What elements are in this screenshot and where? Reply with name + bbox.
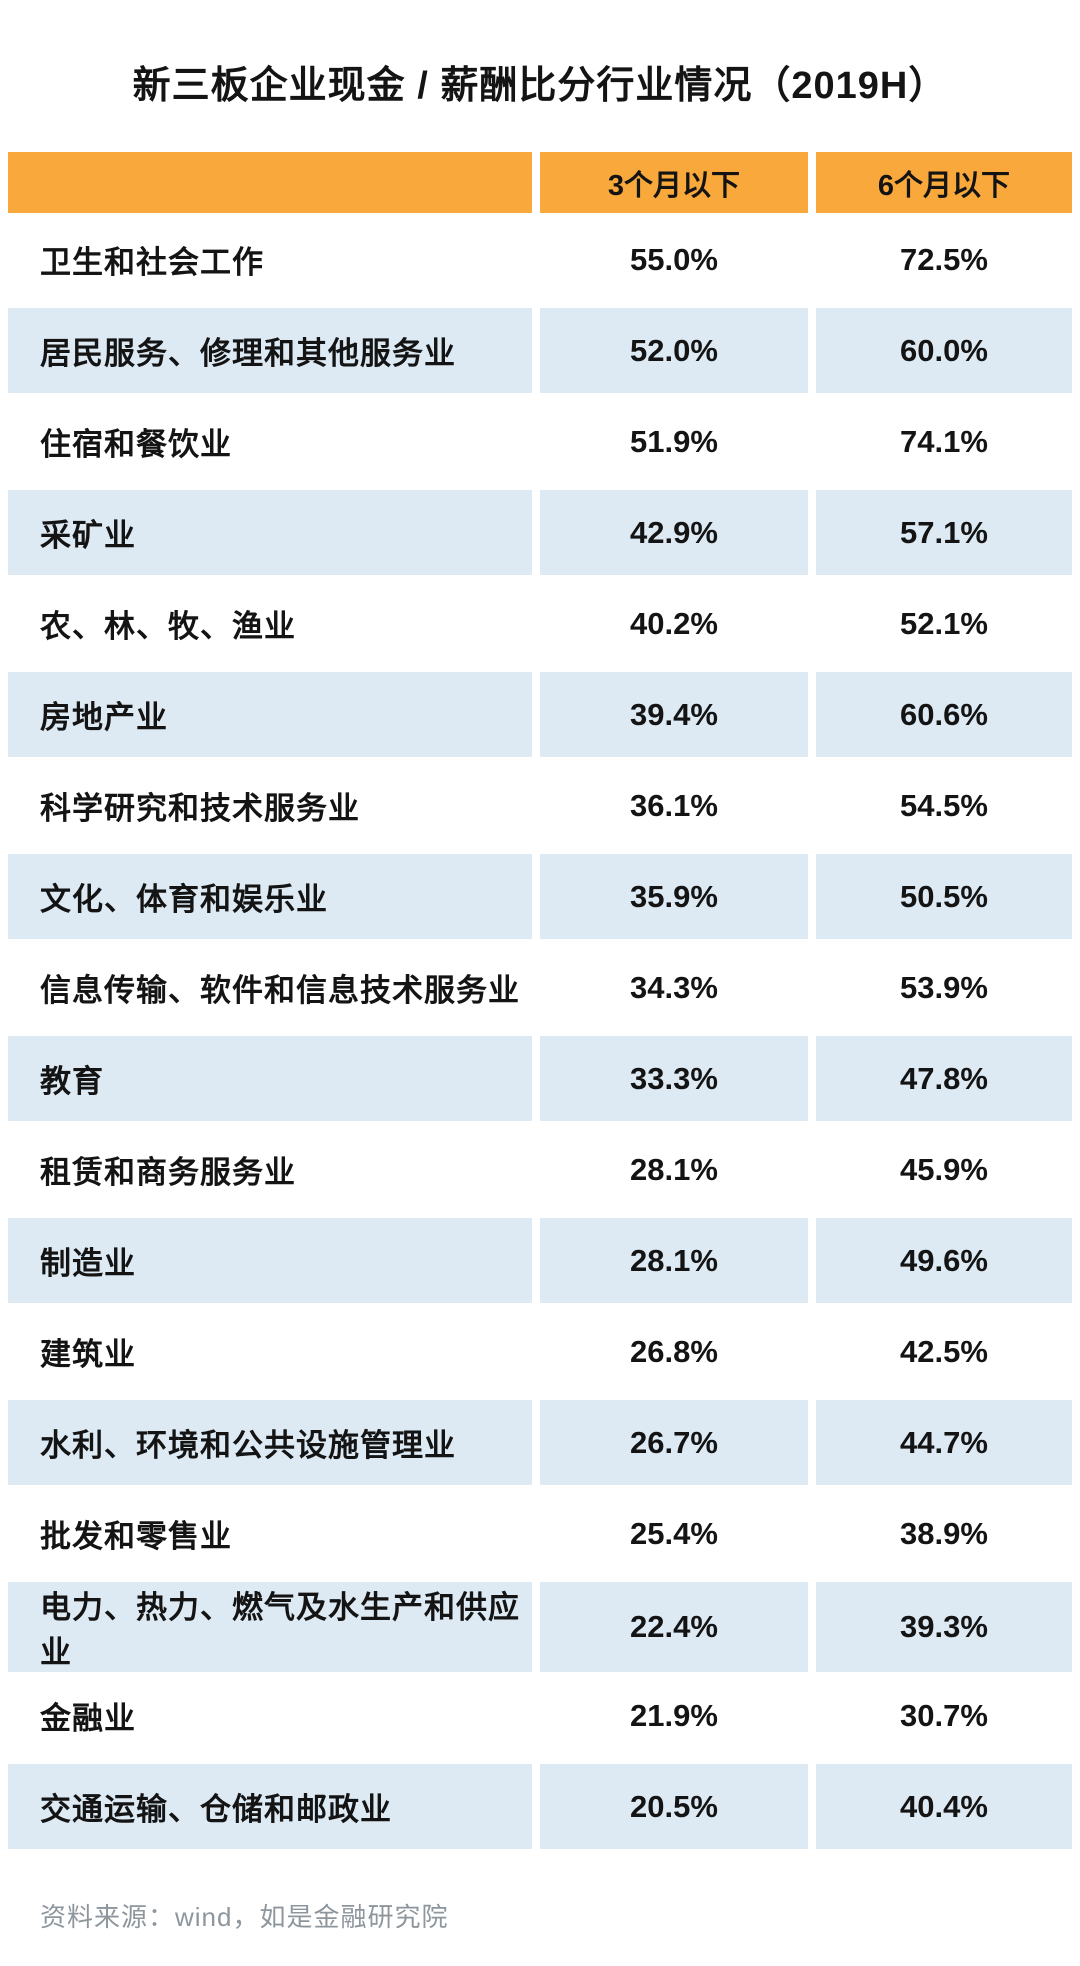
industry-name: 房地产业 xyxy=(8,672,532,757)
table-row: 文化、体育和娱乐业 35.9% 50.5% xyxy=(8,854,1072,939)
value-under-3-months: 33.3% xyxy=(540,1036,808,1121)
value-under-3-months: 28.1% xyxy=(540,1218,808,1303)
data-source-note: 资料来源：wind，如是金融研究院 xyxy=(40,1902,449,1932)
table-row: 水利、环境和公共设施管理业 26.7% 44.7% xyxy=(8,1400,1072,1485)
table-row: 制造业 28.1% 49.6% xyxy=(8,1218,1072,1303)
value-under-3-months: 40.2% xyxy=(540,581,808,666)
page-title: 新三板企业现金 / 薪酬比分行业情况（2019H） xyxy=(132,65,948,107)
table-row: 住宿和餐饮业 51.9% 74.1% xyxy=(8,399,1072,484)
value-under-6-months: 52.1% xyxy=(816,581,1072,666)
value-under-6-months: 57.1% xyxy=(816,490,1072,575)
value-under-3-months: 35.9% xyxy=(540,854,808,939)
value-under-6-months: 74.1% xyxy=(816,399,1072,484)
value-under-6-months: 45.9% xyxy=(816,1127,1072,1212)
value-under-6-months: 47.8% xyxy=(816,1036,1072,1121)
industry-name: 居民服务、修理和其他服务业 xyxy=(8,308,532,393)
table-row: 信息传输、软件和信息技术服务业 34.3% 53.9% xyxy=(8,945,1072,1030)
industry-ratio-table: 3个月以下 6个月以下 卫生和社会工作 55.0% 72.5% 居民服务、修理和… xyxy=(8,152,1072,1849)
value-under-6-months: 30.7% xyxy=(816,1673,1072,1758)
value-under-6-months: 39.3% xyxy=(816,1582,1072,1672)
table-row: 租赁和商务服务业 28.1% 45.9% xyxy=(8,1127,1072,1212)
value-under-6-months: 38.9% xyxy=(816,1491,1072,1576)
value-under-3-months: 25.4% xyxy=(540,1491,808,1576)
value-under-3-months: 21.9% xyxy=(540,1673,808,1758)
table-row: 农、林、牧、渔业 40.2% 52.1% xyxy=(8,581,1072,666)
table-row: 批发和零售业 25.4% 38.9% xyxy=(8,1491,1072,1576)
table-body: 卫生和社会工作 55.0% 72.5% 居民服务、修理和其他服务业 52.0% … xyxy=(8,217,1072,1849)
header-col-under-6-months: 6个月以下 xyxy=(816,152,1072,213)
value-under-6-months: 40.4% xyxy=(816,1764,1072,1849)
industry-name: 卫生和社会工作 xyxy=(8,217,532,302)
table-row: 交通运输、仓储和邮政业 20.5% 40.4% xyxy=(8,1764,1072,1849)
industry-name: 建筑业 xyxy=(8,1309,532,1394)
table-row: 教育 33.3% 47.8% xyxy=(8,1036,1072,1121)
value-under-6-months: 44.7% xyxy=(816,1400,1072,1485)
value-under-3-months: 55.0% xyxy=(540,217,808,302)
industry-name: 信息传输、软件和信息技术服务业 xyxy=(8,945,532,1030)
value-under-6-months: 54.5% xyxy=(816,763,1072,848)
table-header-row: 3个月以下 6个月以下 xyxy=(8,152,1072,213)
industry-name: 金融业 xyxy=(8,1673,532,1758)
industry-name: 教育 xyxy=(8,1036,532,1121)
industry-name: 住宿和餐饮业 xyxy=(8,399,532,484)
table-row: 采矿业 42.9% 57.1% xyxy=(8,490,1072,575)
value-under-3-months: 20.5% xyxy=(540,1764,808,1849)
industry-name: 水利、环境和公共设施管理业 xyxy=(8,1400,532,1485)
industry-name: 电力、热力、燃气及水生产和供应业 xyxy=(8,1582,532,1672)
value-under-6-months: 42.5% xyxy=(816,1309,1072,1394)
value-under-3-months: 42.9% xyxy=(540,490,808,575)
value-under-6-months: 60.0% xyxy=(816,308,1072,393)
table-row: 居民服务、修理和其他服务业 52.0% 60.0% xyxy=(8,308,1072,393)
header-col-under-3-months: 3个月以下 xyxy=(540,152,808,213)
industry-name: 制造业 xyxy=(8,1218,532,1303)
value-under-6-months: 60.6% xyxy=(816,672,1072,757)
value-under-3-months: 26.7% xyxy=(540,1400,808,1485)
industry-name: 采矿业 xyxy=(8,490,532,575)
industry-name: 科学研究和技术服务业 xyxy=(8,763,532,848)
value-under-3-months: 39.4% xyxy=(540,672,808,757)
industry-name: 交通运输、仓储和邮政业 xyxy=(8,1764,532,1849)
value-under-6-months: 53.9% xyxy=(816,945,1072,1030)
value-under-6-months: 49.6% xyxy=(816,1218,1072,1303)
table-row: 建筑业 26.8% 42.5% xyxy=(8,1309,1072,1394)
value-under-3-months: 36.1% xyxy=(540,763,808,848)
table-row: 科学研究和技术服务业 36.1% 54.5% xyxy=(8,763,1072,848)
value-under-3-months: 26.8% xyxy=(540,1309,808,1394)
value-under-3-months: 34.3% xyxy=(540,945,808,1030)
industry-name: 农、林、牧、渔业 xyxy=(8,581,532,666)
industry-name: 文化、体育和娱乐业 xyxy=(8,854,532,939)
value-under-3-months: 22.4% xyxy=(540,1582,808,1672)
value-under-3-months: 52.0% xyxy=(540,308,808,393)
header-industry-cell-blank xyxy=(8,152,532,213)
value-under-3-months: 51.9% xyxy=(540,399,808,484)
table-row: 金融业 21.9% 30.7% xyxy=(8,1673,1072,1758)
value-under-6-months: 50.5% xyxy=(816,854,1072,939)
table-row: 电力、热力、燃气及水生产和供应业 22.4% 39.3% xyxy=(8,1582,1072,1672)
value-under-3-months: 28.1% xyxy=(540,1127,808,1212)
industry-name: 租赁和商务服务业 xyxy=(8,1127,532,1212)
table-row: 卫生和社会工作 55.0% 72.5% xyxy=(8,217,1072,302)
industry-name: 批发和零售业 xyxy=(8,1491,532,1576)
table-row: 房地产业 39.4% 60.6% xyxy=(8,672,1072,757)
value-under-6-months: 72.5% xyxy=(816,217,1072,302)
